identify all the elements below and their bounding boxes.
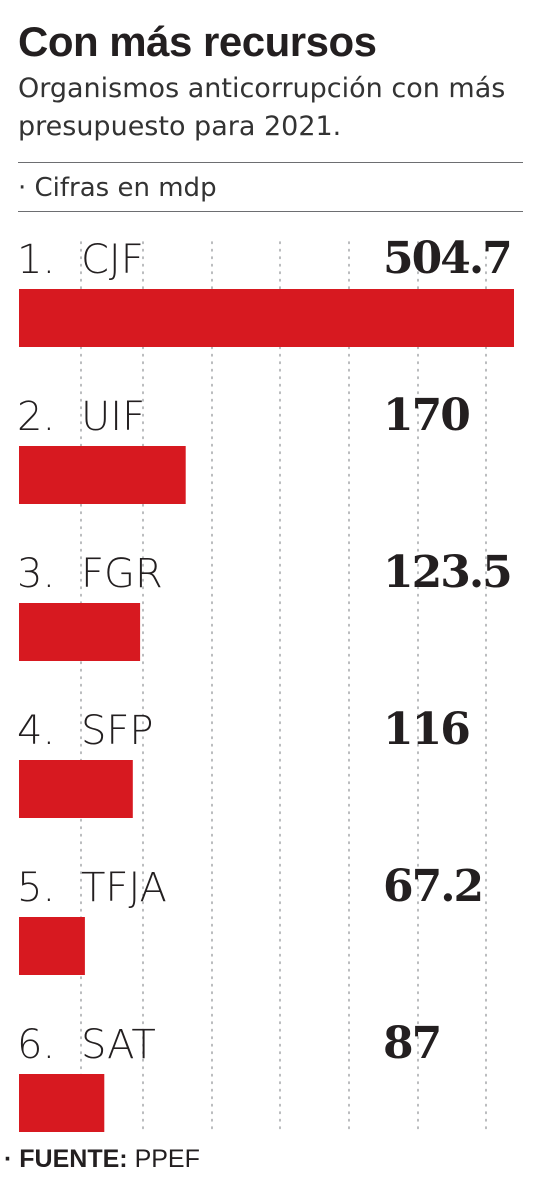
category-rank-5: 5.	[17, 865, 55, 911]
category-rank-1: 1.	[17, 237, 55, 283]
category-rank-2: 2.	[17, 394, 55, 440]
bar-chart: 1. CJF 504.7 2. UIF 170 3. FGR 123.5 4. SFP 116 5. TF…	[17, 233, 514, 1133]
category-label-6: SAT	[81, 1022, 156, 1068]
category-rank-3: 3.	[17, 551, 55, 597]
source-value: PPEF	[134, 1145, 200, 1173]
units-note: · Cifras en mdp	[18, 173, 217, 203]
bar-2	[19, 446, 186, 504]
chart-title: Con más recursos	[18, 18, 377, 65]
value-label-5: 67.2	[383, 861, 482, 912]
top-rule	[18, 162, 523, 163]
grid-lines	[80, 241, 487, 1133]
chart-subtitle: Organismos anticorrupción con más presup…	[18, 73, 506, 142]
value-label-3: 123.5	[383, 547, 511, 598]
value-label-1: 504.7	[383, 233, 511, 284]
category-rank-4: 4.	[17, 708, 55, 754]
bar-6	[19, 1074, 105, 1132]
category-label-5: TFJA	[81, 865, 167, 911]
bar-4	[19, 760, 133, 818]
value-label-4: 116	[383, 704, 469, 755]
bar-1	[19, 289, 514, 347]
category-label-3: FGR	[81, 551, 163, 597]
category-rank-6: 6.	[17, 1022, 55, 1068]
category-label-1: CJF	[81, 237, 144, 283]
category-label-4: SFP	[81, 708, 154, 754]
source-note: · FUENTE: PPEF	[4, 1141, 200, 1177]
value-label-2: 170	[383, 390, 469, 441]
category-label-2: UIF	[81, 394, 145, 440]
bar-3	[19, 603, 141, 661]
units-rule	[18, 211, 523, 212]
bar-5	[19, 917, 85, 975]
value-label-6: 87	[383, 1018, 440, 1069]
source-label: · FUENTE:	[4, 1145, 128, 1173]
